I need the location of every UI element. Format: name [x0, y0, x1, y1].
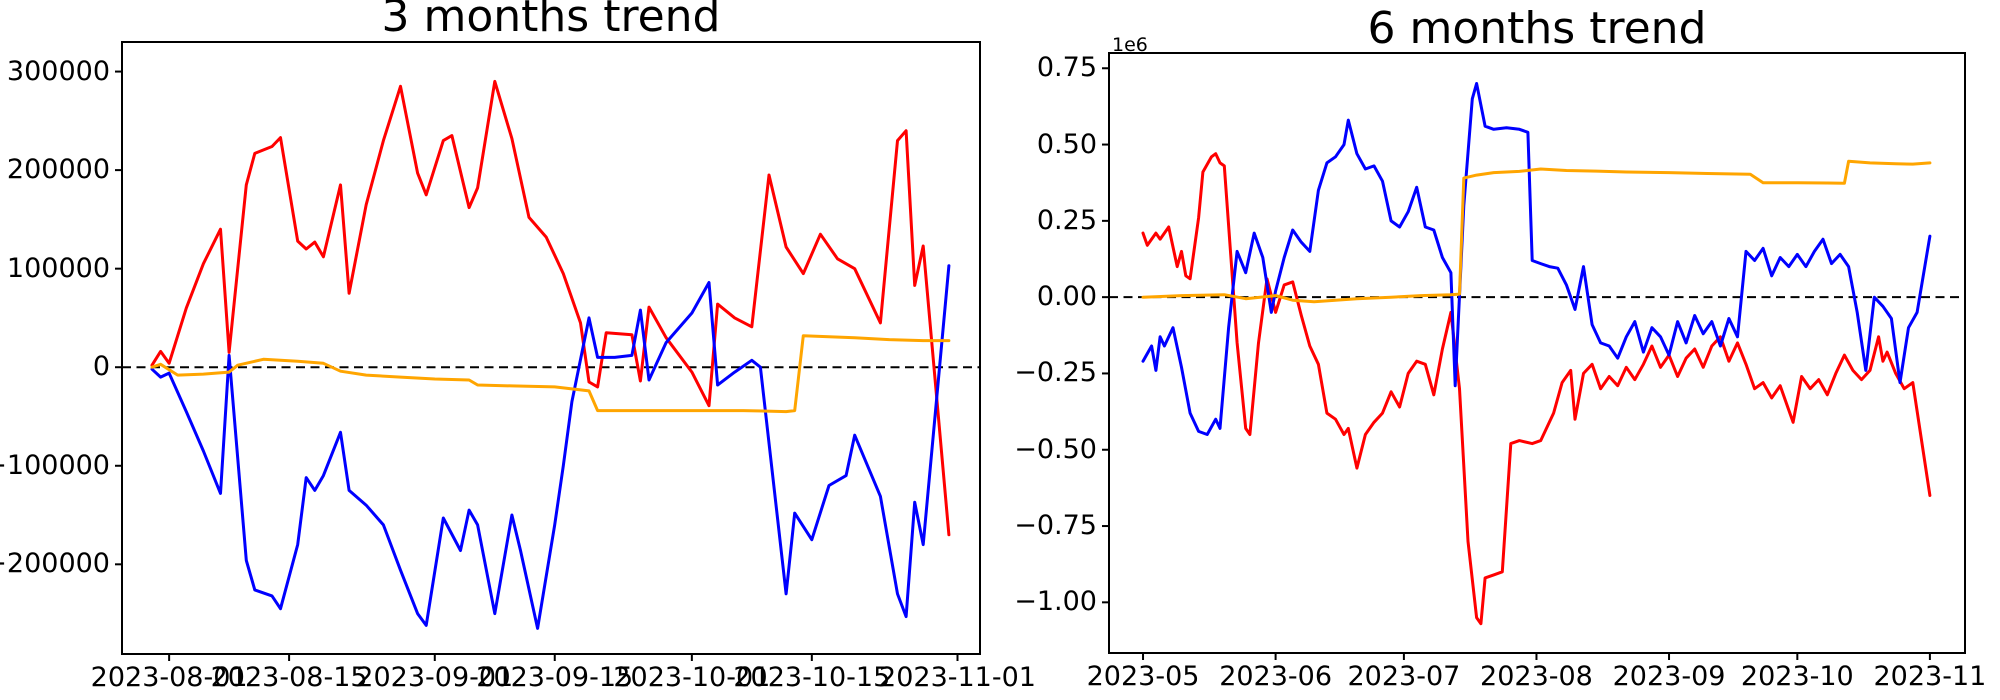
y-tick-label: −0.75 [1014, 510, 1097, 542]
x-tick-label: 2023-08-01 [90, 662, 248, 693]
y-tick-label: −100000 [0, 449, 110, 481]
red-line [1141, 152, 1932, 626]
x-tick-label: 2023-05 [1086, 661, 1200, 692]
x-tick-label: 2023-08-15 [210, 662, 368, 693]
x-tick-label: 2023-10-15 [733, 662, 891, 693]
orange-line [1141, 159, 1932, 304]
y-tick-label: −0.50 [1014, 433, 1097, 465]
x-tick-label: 2023-06 [1219, 661, 1332, 692]
x-tick-label: 2023-09 [1612, 661, 1726, 692]
x-tick-label: 2023-11-01 [879, 662, 1036, 693]
y-axis-offset-label: 1e6 [1112, 34, 1148, 56]
y-tick-label: 0.50 [1036, 128, 1097, 160]
axes-spines [121, 41, 981, 655]
x-tick-label: 2023-08 [1480, 661, 1593, 692]
blue-line [1141, 82, 1932, 436]
y-tick-label: −0.25 [1014, 357, 1097, 389]
y-tick-label: 0.25 [1036, 204, 1097, 236]
red-line [150, 79, 951, 537]
y-tick-label: −200000 [0, 548, 110, 580]
blue-line [150, 264, 951, 630]
y-tick-label: 0.75 [1036, 52, 1097, 84]
x-tick-label: 2023-11 [1873, 661, 1987, 692]
x-tick-label: 2023-07 [1347, 661, 1461, 692]
x-tick-label: 2023-09-01 [356, 662, 514, 693]
x-tick-label: 2023-09-15 [476, 662, 634, 693]
orange-line [150, 334, 951, 414]
y-tick-label: −1.00 [1014, 586, 1097, 618]
x-tick-label: 2023-10-01 [613, 662, 771, 693]
y-tick-label: 200000 [6, 154, 110, 186]
y-tick-label: 0 [92, 351, 110, 383]
y-tick-label: 300000 [6, 55, 110, 87]
axes-spines [1108, 52, 1966, 654]
y-tick-label: 100000 [6, 252, 110, 284]
y-tick-label: 0.00 [1036, 281, 1097, 313]
chart-title-3-months: 3 months trend [381, 0, 721, 42]
x-tick-label: 2023-10 [1740, 661, 1854, 692]
chart-title-6-months: 6 months trend [1367, 3, 1707, 54]
